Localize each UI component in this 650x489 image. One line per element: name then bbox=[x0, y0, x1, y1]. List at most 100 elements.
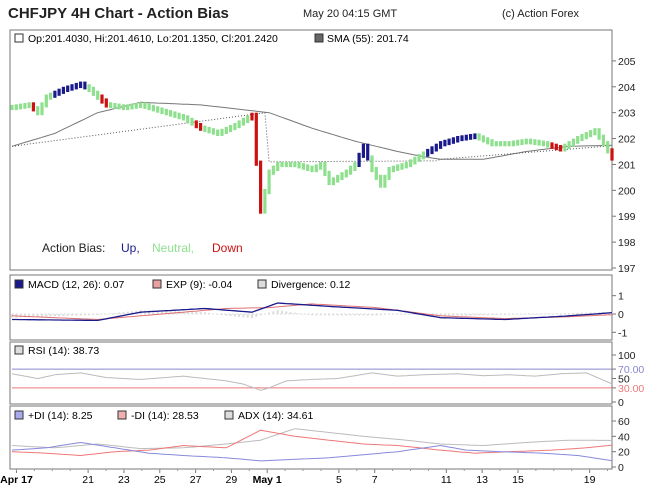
divergence-bar bbox=[311, 314, 313, 316]
candle bbox=[117, 103, 121, 110]
divergence-bar bbox=[276, 310, 279, 314]
price-y-tick-label: 200 bbox=[618, 185, 636, 197]
candle bbox=[323, 161, 327, 177]
candle bbox=[91, 86, 95, 96]
divergence-bar bbox=[413, 314, 416, 315]
divergence-bar bbox=[461, 314, 463, 316]
adx-line bbox=[11, 428, 613, 450]
divergence-bar bbox=[572, 313, 575, 314]
candle bbox=[571, 138, 575, 147]
x-tick-label: 15 bbox=[512, 474, 524, 486]
candle bbox=[216, 129, 220, 136]
candle bbox=[27, 102, 31, 109]
candle bbox=[49, 92, 53, 100]
divergence-bar bbox=[96, 314, 99, 315]
candle bbox=[511, 140, 515, 147]
divergence-bar bbox=[328, 314, 331, 316]
divergence-bar bbox=[512, 314, 515, 315]
divergence-bar bbox=[28, 314, 31, 318]
divergence-bar bbox=[92, 314, 95, 316]
signal-legend-swatch bbox=[152, 279, 162, 289]
adx-y-tick-label: 20 bbox=[618, 447, 630, 459]
divergence-bar bbox=[508, 314, 511, 315]
candle bbox=[507, 141, 511, 147]
candle bbox=[404, 161, 408, 169]
candle bbox=[194, 120, 198, 129]
divergence-bar bbox=[101, 314, 103, 315]
candle bbox=[499, 141, 503, 147]
divergence-bar bbox=[473, 314, 476, 316]
axes-layer: 20520420320220120019919819710-110070.005… bbox=[0, 56, 644, 486]
divergence-bar bbox=[401, 314, 403, 315]
divergence-bar bbox=[529, 314, 532, 315]
rsi-legend-swatch bbox=[14, 345, 24, 355]
candle bbox=[593, 128, 597, 136]
candle bbox=[413, 156, 417, 165]
candle bbox=[229, 125, 233, 133]
divergence-bar bbox=[452, 314, 455, 316]
macd-line bbox=[12, 302, 613, 322]
candle bbox=[533, 139, 537, 145]
divergence-bar bbox=[293, 312, 296, 314]
bias-down-label: Down bbox=[212, 241, 243, 255]
divergence-bar bbox=[203, 312, 206, 314]
divergence-bar bbox=[439, 314, 442, 316]
adx-y-tick-label: 60 bbox=[618, 416, 630, 428]
candle bbox=[434, 143, 438, 152]
divergence-bar bbox=[285, 311, 288, 314]
rsi-y-tick-label: 0 bbox=[618, 397, 624, 409]
candle bbox=[494, 141, 498, 147]
divergence-bar bbox=[272, 311, 275, 314]
rsi-y-tick-label: 100 bbox=[618, 350, 636, 362]
price-y-tick-label: 204 bbox=[618, 82, 636, 94]
rsi-layer bbox=[11, 368, 613, 391]
candle bbox=[524, 138, 528, 145]
divergence-bar bbox=[589, 312, 592, 314]
rsi-y-tick-label: 30.00 bbox=[618, 383, 644, 395]
candle bbox=[554, 143, 558, 151]
divergence-bar bbox=[443, 314, 446, 316]
price-y-tick-label: 197 bbox=[618, 263, 636, 275]
divergence-bar bbox=[396, 314, 399, 315]
divergence-bar bbox=[559, 313, 562, 314]
candle bbox=[19, 103, 23, 110]
macd-layer bbox=[11, 302, 613, 322]
divergence-bar bbox=[546, 313, 549, 315]
divergence-bar bbox=[563, 313, 566, 314]
sma-line bbox=[11, 101, 613, 160]
candle bbox=[610, 148, 614, 161]
price-y-tick-label: 201 bbox=[618, 159, 636, 171]
divergence-bar bbox=[229, 314, 232, 317]
price-y-tick-label: 198 bbox=[618, 237, 636, 249]
candle bbox=[203, 125, 207, 133]
candle bbox=[57, 88, 61, 96]
candle bbox=[379, 174, 383, 188]
candle bbox=[143, 102, 147, 109]
divergence-bar bbox=[371, 314, 373, 316]
candle bbox=[44, 94, 48, 108]
candle bbox=[559, 145, 563, 152]
candle bbox=[246, 115, 250, 124]
candle bbox=[576, 136, 580, 144]
divergence-bar bbox=[448, 314, 451, 316]
divergence-bar bbox=[242, 314, 245, 318]
candle bbox=[271, 165, 275, 175]
divergence-bar bbox=[212, 313, 215, 315]
candle bbox=[387, 167, 391, 180]
price-y-tick-label: 202 bbox=[618, 134, 636, 146]
candle bbox=[331, 177, 335, 186]
candle bbox=[439, 141, 443, 149]
candle bbox=[443, 139, 447, 147]
divergence-bar bbox=[255, 314, 258, 317]
divergence-bar bbox=[182, 311, 185, 314]
divergence-bar bbox=[45, 314, 48, 317]
divergence-bar bbox=[383, 314, 386, 315]
divergence-bar bbox=[465, 314, 468, 316]
macd-y-tick-label: 0 bbox=[618, 309, 624, 321]
plus-di-line bbox=[11, 441, 613, 462]
divergence-bar bbox=[581, 312, 583, 314]
plus-di-legend: +DI (14): 8.25 bbox=[28, 410, 93, 422]
ohlc-legend: Op:201.4030, Hi:201.4610, Lo:201.1350, C… bbox=[28, 33, 278, 45]
candle bbox=[199, 123, 203, 131]
divergence-bar bbox=[568, 313, 571, 314]
